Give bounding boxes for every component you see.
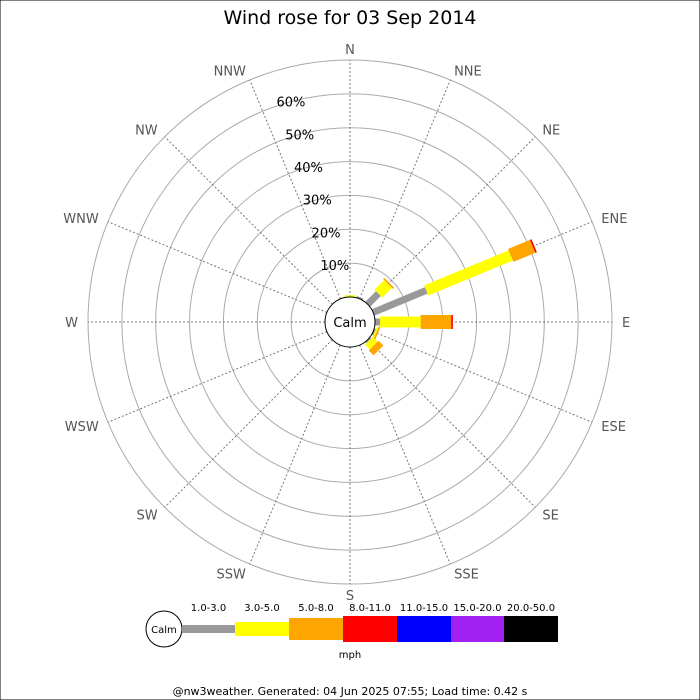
legend-label-5: 15.0-20.0 bbox=[453, 603, 501, 614]
direction-label-nw: NW bbox=[135, 124, 158, 139]
legend-label-2: 5.0-8.0 bbox=[298, 603, 333, 614]
chart-title: Wind rose for 03 Sep 2014 bbox=[223, 7, 476, 29]
bar-ese-bin-2 bbox=[373, 326, 381, 340]
ring-label-60: 60% bbox=[276, 96, 305, 111]
legend-label-4: 11.0-15.0 bbox=[400, 603, 448, 614]
direction-label-s: S bbox=[346, 589, 354, 604]
bar-ne-bin-0 bbox=[365, 291, 381, 307]
ring-label-30: 30% bbox=[303, 194, 332, 209]
direction-label-sw: SW bbox=[137, 508, 158, 523]
direction-label-nnw: NNW bbox=[214, 65, 246, 80]
spoke-se bbox=[367, 339, 536, 508]
spokes-layer bbox=[88, 60, 612, 584]
ring-label-20: 20% bbox=[312, 226, 341, 241]
spoke-nw bbox=[164, 136, 333, 305]
bar-ne-bin-1 bbox=[374, 280, 392, 298]
spoke-sw bbox=[164, 339, 333, 508]
calm-label: Calm bbox=[333, 316, 366, 331]
bar-se-bin-2 bbox=[368, 340, 384, 356]
legend-swatch-0 bbox=[182, 625, 235, 633]
direction-label-ese: ESE bbox=[601, 420, 626, 435]
legend-swatch-5 bbox=[451, 616, 504, 642]
legend-swatch-3 bbox=[343, 616, 397, 642]
direction-label-sse: SSE bbox=[454, 567, 479, 582]
spoke-wsw bbox=[107, 331, 328, 423]
bar-se-bin-1 bbox=[364, 336, 378, 350]
direction-label-e: E bbox=[622, 316, 630, 331]
spoke-ene bbox=[372, 221, 593, 313]
ring-40 bbox=[189, 161, 511, 483]
direction-label-nne: NNE bbox=[454, 65, 482, 80]
bar-ne-bin-2 bbox=[383, 277, 395, 289]
legend-swatch-6 bbox=[504, 616, 558, 642]
direction-labels-layer: N NNE NE ENE E ESE SE SSE S SSW SW WSW W WNW NW NNW bbox=[63, 43, 630, 604]
bars-layer bbox=[344, 239, 537, 356]
direction-label-se: SE bbox=[542, 508, 558, 523]
ring-labels-layer: 10% 20% 30% 40% 50% 60% bbox=[276, 96, 349, 275]
direction-label-ene: ENE bbox=[601, 212, 627, 227]
direction-label-wnw: WNW bbox=[63, 212, 99, 227]
ring-label-50: 50% bbox=[285, 128, 314, 143]
spoke-wnw bbox=[107, 221, 328, 313]
spoke-ese bbox=[372, 331, 593, 423]
legend-swatch-4 bbox=[397, 616, 451, 642]
direction-label-wsw: WSW bbox=[65, 420, 99, 435]
bar-ene-bin-1 bbox=[424, 250, 513, 296]
legend-swatch-1 bbox=[235, 622, 289, 636]
bar-ese-bin-1 bbox=[372, 327, 379, 338]
bar-ene-bin-3 bbox=[529, 239, 537, 253]
spoke-sse bbox=[359, 344, 451, 565]
ring-60 bbox=[121, 93, 579, 551]
spoke-ne bbox=[367, 136, 536, 305]
calm-circle: Calm bbox=[324, 296, 376, 348]
legend-unit: mph bbox=[339, 650, 361, 661]
direction-label-ne: NE bbox=[542, 124, 560, 139]
footer-text: @nw3weather. Generated: 04 Jun 2025 07:5… bbox=[173, 685, 528, 698]
direction-label-ssw: SSW bbox=[217, 567, 247, 582]
legend-swatch-2 bbox=[289, 618, 343, 640]
direction-label-n: N bbox=[345, 43, 355, 58]
ring-label-10: 10% bbox=[320, 259, 349, 274]
direction-label-w: W bbox=[65, 316, 78, 331]
legend-label-0: 1.0-3.0 bbox=[191, 603, 226, 614]
bar-ene-bin-0 bbox=[371, 287, 428, 316]
legend: Calm 1.0-3.0 3.0-5.0 5.0-8.0 8.0-11.0 11.0-1… bbox=[145, 603, 558, 648]
legend-label-3: 8.0-11.0 bbox=[349, 603, 391, 614]
bar-ene-bin-2 bbox=[508, 239, 536, 262]
spoke-nnw bbox=[249, 79, 341, 300]
legend-label-1: 3.0-5.0 bbox=[244, 603, 279, 614]
legend-calm-label: Calm bbox=[151, 625, 177, 636]
spoke-ssw bbox=[249, 344, 341, 565]
spoke-nne bbox=[359, 79, 451, 300]
calm-circle-shape bbox=[324, 296, 376, 348]
legend-label-6: 20.0-50.0 bbox=[507, 603, 555, 614]
ring-label-40: 40% bbox=[294, 161, 323, 176]
